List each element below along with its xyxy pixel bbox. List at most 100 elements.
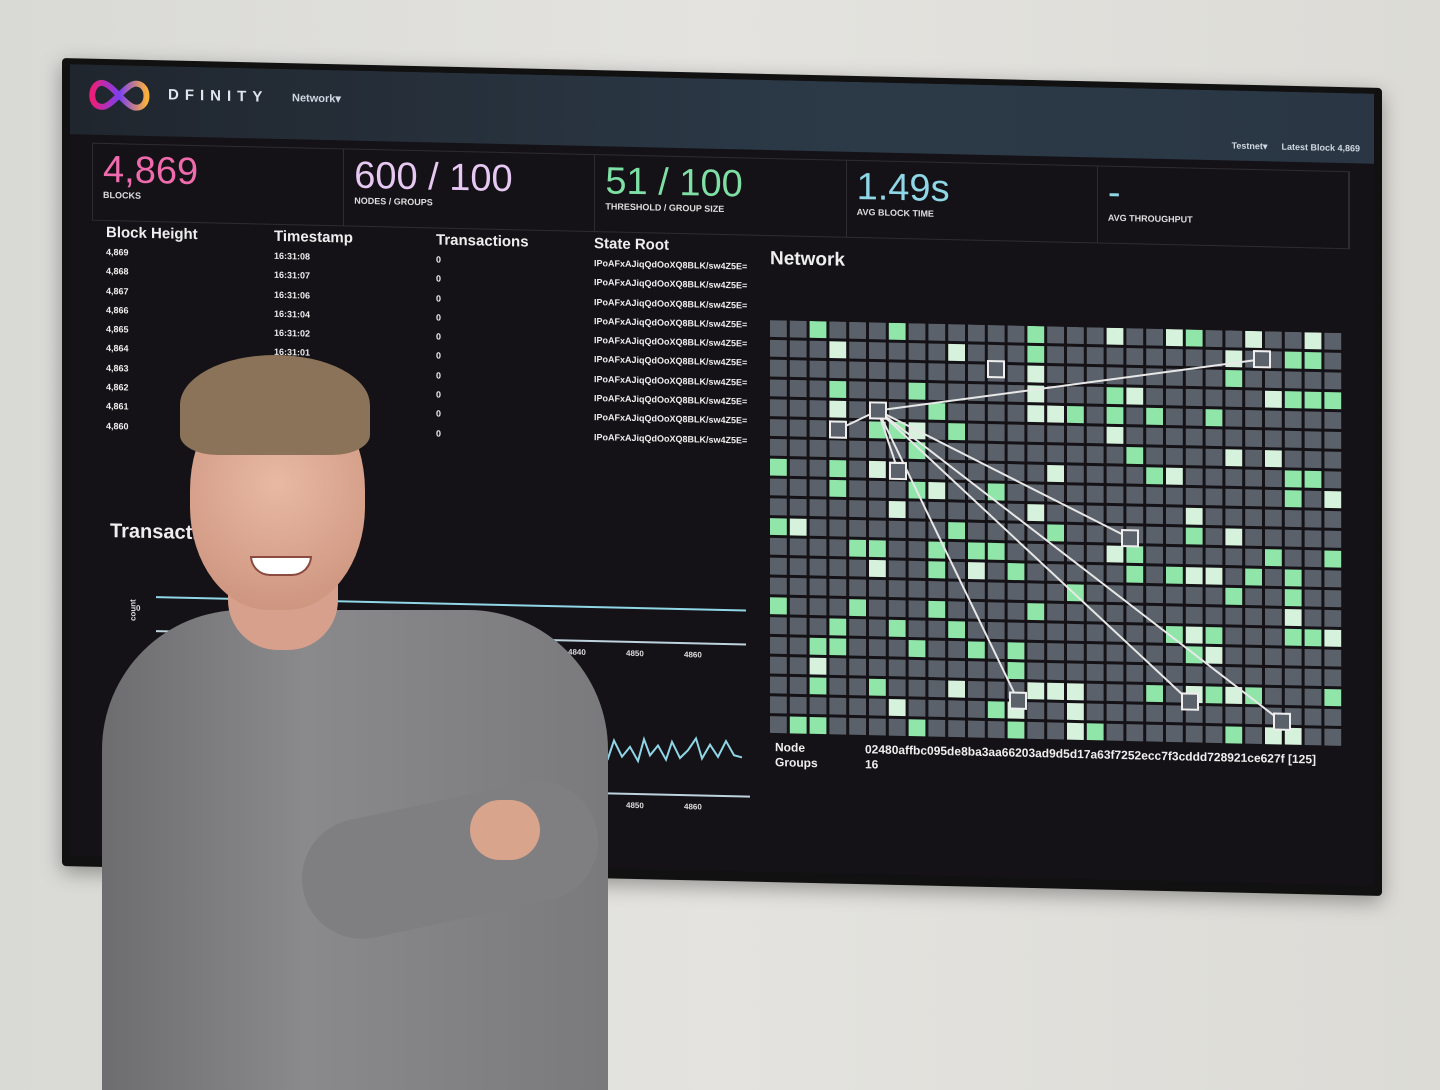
network-node-cell[interactable] <box>1126 328 1144 346</box>
network-node-cell[interactable] <box>1324 510 1342 529</box>
network-node-cell[interactable] <box>1126 407 1144 425</box>
network-node-cell[interactable] <box>1265 568 1282 587</box>
network-node-cell[interactable] <box>1245 390 1263 408</box>
network-node-cell[interactable] <box>1225 409 1243 427</box>
network-node-cell[interactable] <box>1225 429 1243 447</box>
network-node-cell[interactable] <box>1245 667 1263 685</box>
network-node-cell[interactable] <box>1007 503 1025 521</box>
network-node-cell[interactable] <box>1265 450 1282 468</box>
network-node-cell[interactable] <box>1304 391 1322 409</box>
network-node-cell[interactable] <box>1225 350 1243 368</box>
network-node-cell[interactable] <box>829 598 847 616</box>
network-node-cell[interactable] <box>789 657 807 675</box>
network-node-cell[interactable] <box>968 403 985 421</box>
network-node-cell[interactable] <box>809 340 827 358</box>
network-node-cell[interactable] <box>1245 568 1263 586</box>
network-node-cell[interactable] <box>1007 404 1025 422</box>
network-node-cell[interactable] <box>1067 406 1084 424</box>
network-node-cell[interactable] <box>1067 683 1084 701</box>
network-node-cell[interactable] <box>1106 565 1124 583</box>
network-node-cell[interactable] <box>1047 623 1065 641</box>
network-node-cell[interactable] <box>1225 469 1243 487</box>
network-node-cell[interactable] <box>1185 606 1203 624</box>
network-node-cell[interactable] <box>829 341 847 359</box>
network-node-cell[interactable] <box>1185 507 1203 525</box>
network-node-cell[interactable] <box>1126 644 1144 663</box>
network-node-cell[interactable] <box>888 718 906 736</box>
network-node-cell[interactable] <box>1324 728 1342 746</box>
network-node-cell[interactable] <box>1324 451 1342 469</box>
network-node-cell[interactable] <box>1205 488 1223 506</box>
network-node-cell[interactable] <box>1027 642 1045 660</box>
network-node-cell[interactable] <box>809 538 827 556</box>
network-node-cell[interactable] <box>1067 544 1084 562</box>
network-node-cell[interactable] <box>1126 446 1144 465</box>
network-node-cell[interactable] <box>1086 485 1104 503</box>
network-node-cell[interactable] <box>1166 368 1183 386</box>
network-node-cell[interactable] <box>809 617 827 636</box>
network-node-cell[interactable] <box>908 600 926 618</box>
network-node-cell[interactable] <box>888 481 906 499</box>
network-node-cell[interactable] <box>1324 590 1342 608</box>
network-node-cell[interactable] <box>1086 564 1104 583</box>
network-node-cell[interactable] <box>1185 586 1203 605</box>
network-node-cell[interactable] <box>1225 686 1243 704</box>
network-node-cell[interactable] <box>968 522 985 540</box>
network-node-cell[interactable] <box>968 482 985 501</box>
network-node-cell[interactable] <box>928 719 946 737</box>
network-node-cell[interactable] <box>1047 385 1065 403</box>
network-node-cell[interactable] <box>948 720 965 738</box>
network-node-cell[interactable] <box>1086 644 1104 662</box>
network-node-cell[interactable] <box>1047 544 1065 562</box>
network-node-cell[interactable] <box>968 423 985 441</box>
network-node-cell[interactable] <box>809 360 827 378</box>
network-node-cell[interactable] <box>948 700 965 718</box>
network-node-cell[interactable] <box>1086 683 1104 701</box>
network-node-cell[interactable] <box>1166 388 1183 406</box>
network-node-cell[interactable] <box>1047 504 1065 522</box>
network-node-cell[interactable] <box>1106 723 1124 741</box>
network-node-cell[interactable] <box>948 442 965 461</box>
network-node-cell[interactable] <box>1166 725 1183 743</box>
network-node-cell[interactable] <box>1284 410 1302 429</box>
network-node-cell[interactable] <box>809 657 827 675</box>
network-node-cell[interactable] <box>829 539 847 557</box>
network-node-cell[interactable] <box>888 599 906 618</box>
network-node-cell[interactable] <box>1106 703 1124 722</box>
network-node-cell[interactable] <box>928 323 946 341</box>
network-node-cell[interactable] <box>849 559 866 577</box>
network-node-cell[interactable] <box>1284 727 1302 745</box>
network-node-cell[interactable] <box>1166 428 1183 446</box>
network-node-cell[interactable] <box>789 399 807 417</box>
network-node-cell[interactable] <box>968 542 985 560</box>
network-node-cell[interactable] <box>968 364 985 382</box>
network-node-cell[interactable] <box>1324 372 1342 390</box>
network-node-cell[interactable] <box>809 697 827 715</box>
network-node-cell[interactable] <box>829 479 847 497</box>
network-node-cell[interactable] <box>1324 609 1342 628</box>
network-node-cell[interactable] <box>849 658 866 676</box>
network-node-cell[interactable] <box>1007 325 1025 343</box>
network-node-cell[interactable] <box>869 698 886 716</box>
network-node-cell[interactable] <box>829 440 847 458</box>
network-node-cell[interactable] <box>1007 622 1025 640</box>
network-node-cell[interactable] <box>888 322 906 340</box>
network-node-cell[interactable] <box>1007 563 1025 581</box>
network-node-cell[interactable] <box>829 697 847 715</box>
network-node-cell[interactable] <box>849 361 866 379</box>
network-node-cell[interactable] <box>849 480 866 498</box>
network-node-cell[interactable] <box>1185 666 1203 684</box>
network-node-cell[interactable] <box>789 558 807 576</box>
network-node-cell[interactable] <box>1185 388 1203 407</box>
network-node-cell[interactable] <box>1225 647 1243 665</box>
network-node-cell[interactable] <box>1086 525 1104 543</box>
network-node-cell[interactable] <box>1265 608 1282 626</box>
network-node-cell[interactable] <box>1245 528 1263 547</box>
network-node-cell[interactable] <box>1245 627 1263 646</box>
network-node-cell[interactable] <box>1027 464 1045 482</box>
network-node-cell[interactable] <box>1007 602 1025 620</box>
network-node-cell[interactable] <box>809 598 827 616</box>
network-node-cell[interactable] <box>1304 648 1322 667</box>
network-node-cell[interactable] <box>987 443 1005 461</box>
network-node-cell[interactable] <box>849 678 866 696</box>
